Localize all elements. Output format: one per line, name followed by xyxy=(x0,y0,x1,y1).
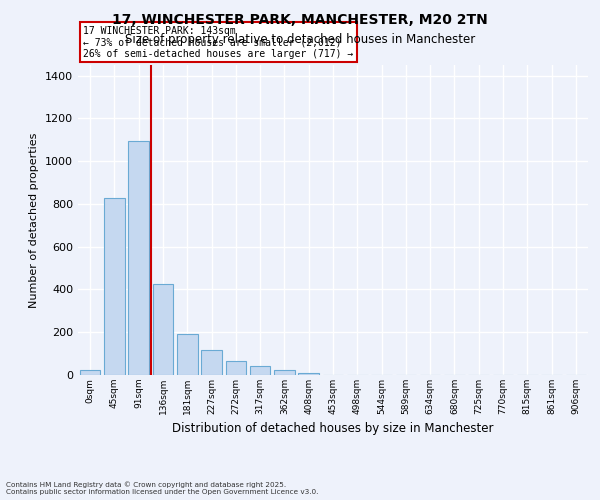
Bar xyxy=(274,370,295,375)
Bar xyxy=(201,350,222,375)
Text: 17, WINCHESTER PARK, MANCHESTER, M20 2TN: 17, WINCHESTER PARK, MANCHESTER, M20 2TN xyxy=(112,12,488,26)
Bar xyxy=(298,374,319,375)
X-axis label: Distribution of detached houses by size in Manchester: Distribution of detached houses by size … xyxy=(172,422,494,436)
Bar xyxy=(226,361,246,375)
Bar xyxy=(152,284,173,375)
Bar xyxy=(250,366,271,375)
Bar xyxy=(177,334,197,375)
Bar xyxy=(80,370,100,375)
Y-axis label: Number of detached properties: Number of detached properties xyxy=(29,132,40,308)
Text: 17 WINCHESTER PARK: 143sqm
← 73% of detached houses are smaller (2,012)
26% of s: 17 WINCHESTER PARK: 143sqm ← 73% of deta… xyxy=(83,26,353,59)
Bar xyxy=(128,141,149,375)
Text: Contains HM Land Registry data © Crown copyright and database right 2025.
Contai: Contains HM Land Registry data © Crown c… xyxy=(6,482,319,495)
Bar xyxy=(104,198,125,375)
Text: Size of property relative to detached houses in Manchester: Size of property relative to detached ho… xyxy=(125,32,475,46)
